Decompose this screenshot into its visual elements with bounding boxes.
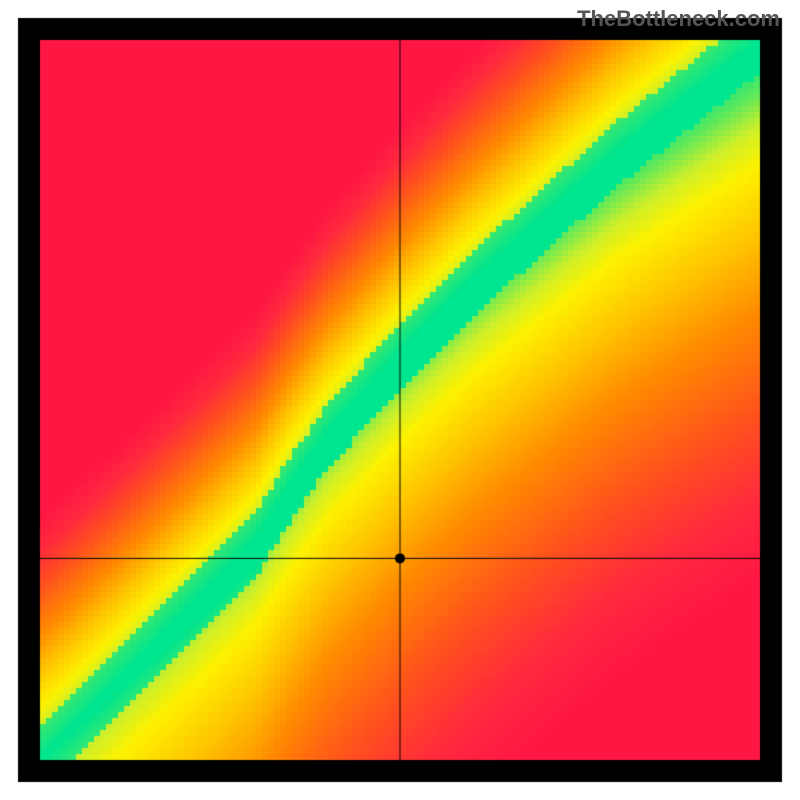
bottleneck-heatmap: [0, 0, 800, 800]
watermark-text: TheBottleneck.com: [577, 6, 780, 32]
